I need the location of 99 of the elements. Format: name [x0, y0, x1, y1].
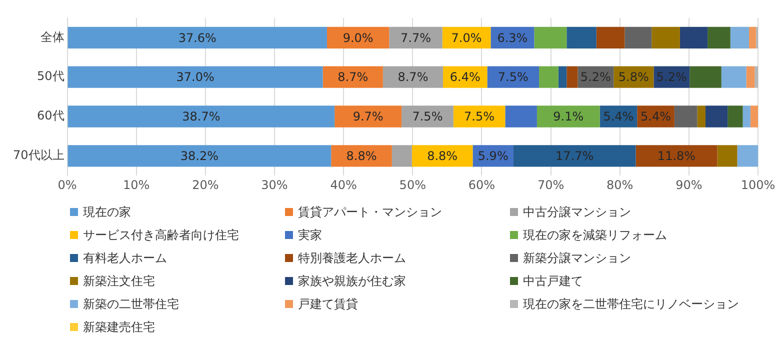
bar	[68, 26, 327, 49]
x-tick-label: 90%	[676, 178, 702, 192]
bar	[636, 145, 718, 167]
data-label: 5.8%	[618, 70, 649, 84]
bar	[721, 66, 746, 88]
bar	[536, 106, 600, 128]
data-label: 5.9%	[478, 149, 508, 164]
bar	[558, 66, 567, 88]
legend-label: 賃貸アパート・マンション	[298, 204, 442, 220]
bar	[513, 145, 636, 167]
bar	[402, 106, 454, 128]
legend-label: 中古分譲マンション	[523, 204, 631, 220]
legend-label: 中古戸建て	[523, 272, 583, 290]
bar	[749, 26, 756, 49]
x-tick-label: 10%	[123, 178, 150, 192]
bar	[706, 106, 728, 128]
bar	[566, 26, 596, 49]
y-tick-label: 全体	[40, 30, 64, 44]
bar	[754, 66, 758, 88]
legend-label: 戸建て賃貸	[298, 296, 358, 312]
bar	[746, 66, 755, 88]
x-tick-label: 100%	[740, 178, 776, 192]
legend-label: 新築の二世帯住宅	[83, 296, 179, 312]
data-label: 38.7%	[182, 110, 220, 124]
x-tick-label: 80%	[606, 178, 634, 192]
bar	[737, 145, 758, 167]
legend-label: 現在の家	[83, 204, 131, 220]
data-label: 7.7%	[400, 30, 431, 45]
bar	[322, 66, 383, 88]
bar	[690, 66, 722, 88]
data-label: 5.2%	[656, 70, 687, 84]
data-label: 6.4%	[450, 70, 480, 84]
data-label: 6.3%	[497, 30, 528, 45]
bar	[728, 106, 743, 128]
bar	[68, 106, 335, 128]
y-tick-label: 60代	[36, 108, 64, 123]
data-label: 17.7%	[556, 149, 594, 164]
legend-label: 新築注文住宅	[83, 272, 155, 290]
bar	[331, 145, 392, 167]
bar	[624, 26, 652, 49]
x-tick-label: 50%	[399, 178, 426, 192]
bar	[487, 66, 540, 88]
data-label: 7.5%	[464, 110, 495, 124]
data-label: 7.5%	[498, 70, 528, 84]
data-label: 8.8%	[427, 149, 458, 164]
data-label: 8.8%	[346, 149, 377, 164]
bar	[534, 26, 567, 49]
bar	[389, 26, 442, 49]
y-tick-label: 70代以上	[12, 148, 64, 162]
data-label: 9.7%	[352, 110, 384, 124]
bar	[566, 66, 578, 88]
bar	[453, 106, 506, 128]
data-label: 9.0%	[342, 30, 374, 45]
bar	[68, 66, 323, 88]
legend-label: 特別養護老人ホーム	[298, 250, 406, 266]
y-tick-label: 50代	[36, 69, 64, 84]
bar	[730, 26, 750, 49]
bar	[392, 145, 412, 167]
data-label: 37.0%	[176, 70, 214, 84]
x-tick-label: 30%	[261, 178, 288, 192]
data-label: 5.4%	[640, 110, 672, 124]
legend-label: 現在の家を減築リフォーム	[523, 226, 667, 244]
bar	[680, 26, 708, 49]
legend-label: 有料老人ホーム	[83, 250, 167, 266]
bar	[708, 26, 730, 49]
data-label: 38.2%	[180, 149, 219, 164]
bar	[674, 106, 698, 128]
legend-label: 新築分譲マンション	[523, 250, 631, 266]
data-label: 7.0%	[451, 30, 482, 45]
bar	[750, 106, 758, 128]
data-label: 8.7%	[398, 70, 428, 84]
bar	[742, 106, 750, 128]
bar	[382, 66, 444, 88]
legend-label: 実家	[298, 226, 322, 244]
x-tick-label: 0%	[58, 178, 77, 192]
legend-label: 新築建売住宅	[83, 318, 155, 336]
bar	[697, 106, 706, 128]
x-tick-label: 20%	[192, 178, 219, 192]
legend-label: 家族や親族が住む家	[298, 272, 406, 290]
bar	[652, 26, 680, 49]
x-tick-label: 40%	[330, 178, 357, 192]
data-label: 9.1%	[553, 110, 584, 124]
bar	[68, 145, 332, 167]
legend-label: 現在の家を二世帯住宅にリノベーション	[523, 296, 739, 312]
x-tick-label: 70%	[537, 178, 564, 192]
data-label: 8.7%	[338, 70, 368, 84]
bar	[505, 106, 537, 128]
bar	[334, 106, 402, 128]
data-label: 11.8%	[657, 149, 696, 164]
data-label: 37.6%	[178, 30, 216, 45]
data-label: 7.5%	[412, 110, 443, 124]
legend-label: サービス付き高齢者向け住宅	[83, 226, 239, 244]
bar	[717, 145, 738, 167]
bar	[539, 66, 558, 88]
x-tick-label: 60%	[468, 178, 496, 192]
data-label: 5.2%	[580, 70, 611, 84]
bar	[596, 26, 625, 49]
bar	[326, 26, 390, 49]
data-label: 5.4%	[603, 110, 634, 124]
